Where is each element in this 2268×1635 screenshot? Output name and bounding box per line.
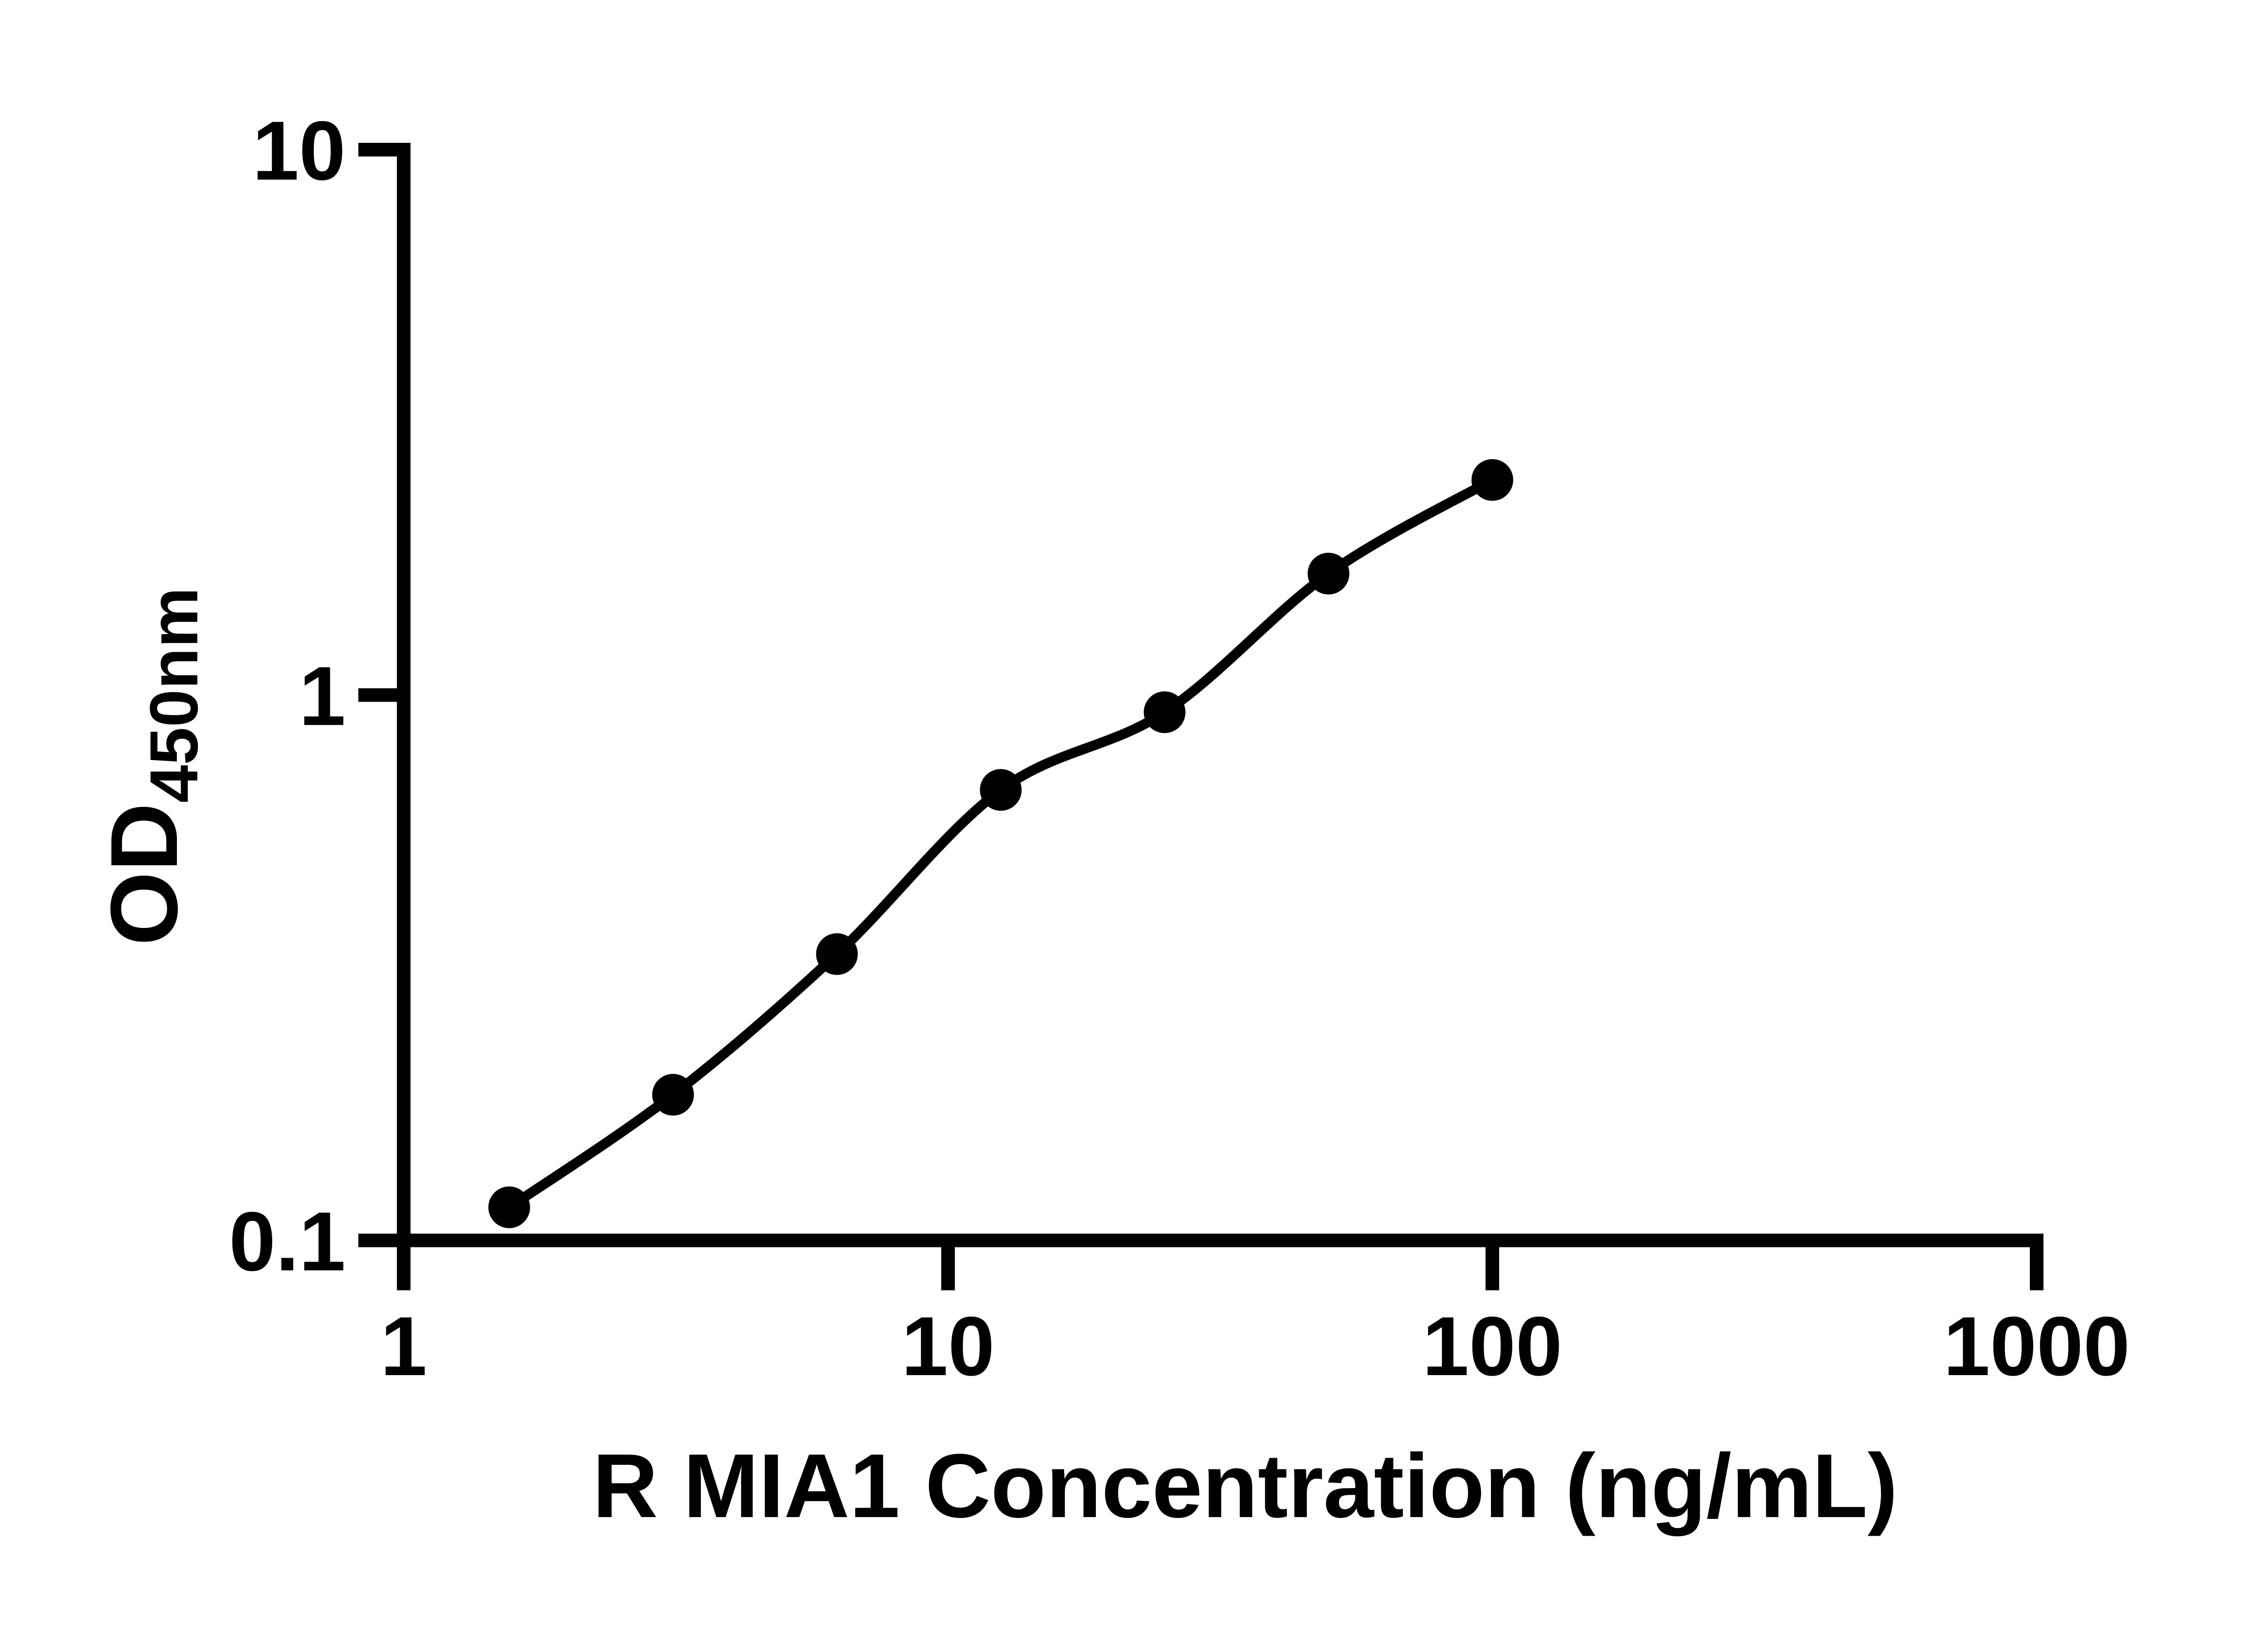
data-points <box>488 459 1513 1228</box>
x-tick-label: 1 <box>381 1300 427 1393</box>
data-point <box>1471 459 1513 501</box>
axes <box>358 143 2043 1286</box>
y-tick-label: 1 <box>299 650 346 743</box>
data-point <box>980 769 1022 811</box>
x-tick-label: 100 <box>1422 1300 1563 1393</box>
y-tick-label: 10 <box>252 104 346 198</box>
data-point <box>816 933 858 975</box>
y-axis-title-subscript: 450nm <box>136 587 212 803</box>
x-axis-title: R MIA1 Concentration (ng/mL) <box>592 1435 1898 1537</box>
axis-tick-labels: 1 10 100 1000 0.1 1 10 <box>229 104 2130 1393</box>
axis-ticks <box>358 143 2043 1290</box>
y-axis-title: OD450nm <box>91 587 212 946</box>
y-axis-title-main: OD <box>91 803 197 946</box>
data-point <box>652 1074 694 1116</box>
data-point <box>488 1186 530 1228</box>
data-point <box>1144 691 1186 733</box>
x-tick-label: 1000 <box>1943 1300 2130 1393</box>
data-point <box>1307 552 1349 595</box>
x-tick-label: 10 <box>901 1300 995 1393</box>
y-tick-label: 0.1 <box>229 1195 346 1288</box>
